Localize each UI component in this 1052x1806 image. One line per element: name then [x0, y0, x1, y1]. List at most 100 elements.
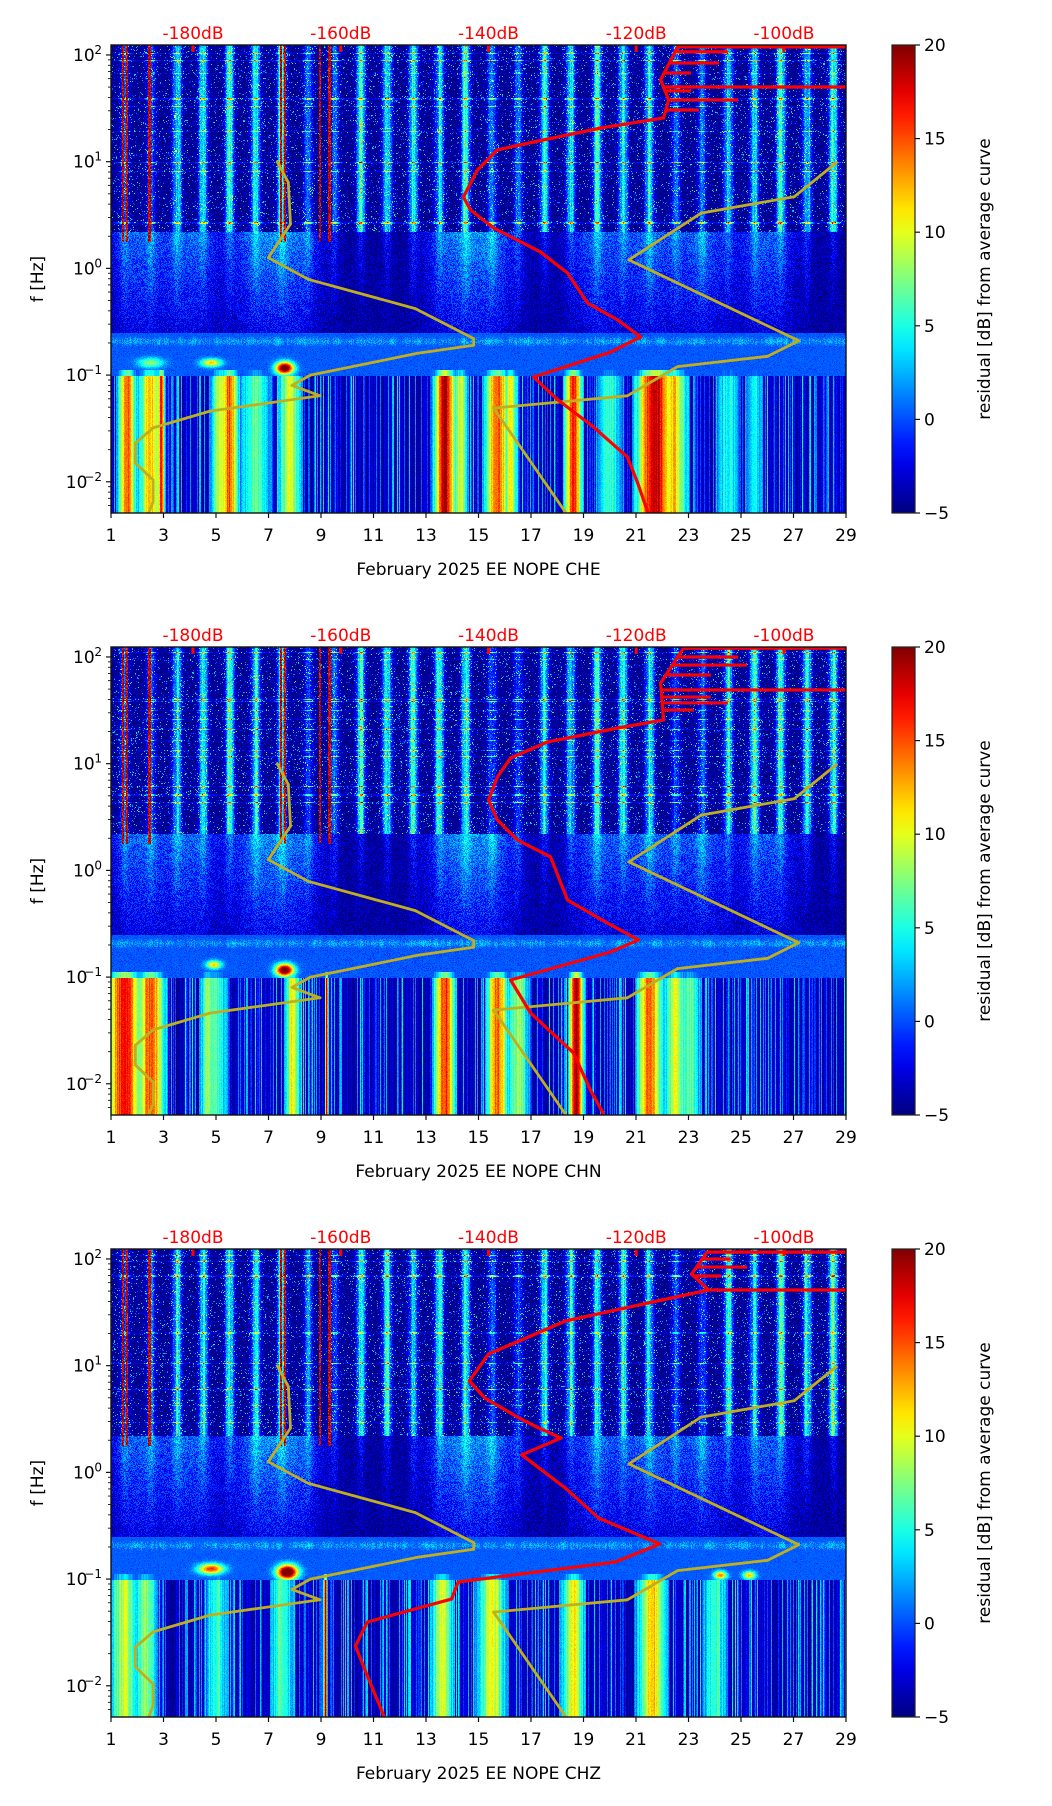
psd-segment [658, 78, 671, 102]
y-axis-label: f [Hz] [28, 1460, 48, 1506]
y-tick-label-base: 10 [73, 1357, 95, 1377]
nhnm-segment [792, 1365, 838, 1403]
colorbar-tick-label: 0 [924, 1012, 935, 1032]
x-tick-label: 9 [316, 526, 327, 546]
colorbar-gradient [891, 646, 916, 1116]
x-tick-label: 1 [106, 526, 117, 546]
colorbar-label: residual [dB] from average curve [975, 740, 995, 1021]
nlnm-segment [266, 858, 310, 883]
x-tick-label: 7 [263, 526, 274, 546]
psd-segment [608, 938, 641, 954]
colorbar-tick-label: 0 [924, 410, 935, 430]
colorbar-tick-label: 10 [924, 825, 946, 845]
nlnm-segment [151, 1613, 212, 1634]
psd-segment [365, 1674, 386, 1717]
psd-segment [608, 335, 643, 354]
psd-segment [571, 1051, 593, 1092]
psd-segment [636, 481, 650, 513]
x-tick-label: 13 [415, 526, 437, 546]
nhnm-segment [492, 1610, 568, 1717]
psd-segment [616, 318, 643, 339]
nhnm-segment [699, 195, 796, 215]
psd-segment [528, 1011, 576, 1055]
x-tick-label: 5 [211, 1128, 222, 1148]
nhnm-segment [627, 258, 801, 343]
top-db-tick-label: -120dB [606, 626, 667, 646]
x-tick-label: 5 [211, 1730, 222, 1750]
y-tick-label-exponent: −1 [84, 1567, 102, 1581]
psd-segment [365, 1597, 454, 1624]
colorbar-tick-label: −5 [924, 1708, 949, 1728]
nlnm-segment [147, 500, 155, 513]
y-tick-label-base: 10 [73, 153, 95, 173]
y-axis-label: f [Hz] [28, 256, 48, 302]
y-axis-label: f [Hz] [28, 858, 48, 904]
nlnm-segment [306, 1481, 417, 1514]
psd-segment [537, 1426, 563, 1440]
psd-segment [495, 818, 519, 842]
colorbar-label: residual [dB] from average curve [975, 1342, 995, 1623]
y-tick-label-exponent: 2 [94, 645, 102, 659]
psd-segment [520, 1436, 563, 1457]
top-db-tick-label: -180dB [162, 1228, 223, 1248]
psd-segment [515, 838, 553, 859]
colorbar-tick-label: 5 [924, 317, 935, 337]
nhnm-segment [766, 1543, 801, 1562]
x-tick-label: 25 [730, 526, 752, 546]
y-tick-label-exponent: −1 [84, 965, 102, 979]
x-tick-label: 3 [158, 526, 169, 546]
y-tick-label-exponent: −2 [84, 1072, 102, 1086]
colorbar-tick-label: −5 [924, 1106, 949, 1126]
psd-segment [545, 726, 620, 744]
nlnm-segment [416, 343, 476, 355]
psd-segment [467, 1379, 487, 1400]
x-tick-label: 23 [678, 1128, 700, 1148]
nhnm-segment [625, 1569, 679, 1602]
x-tick-label: 17 [520, 526, 542, 546]
top-db-tick-label: -160dB [310, 1228, 371, 1248]
y-tick-label-exponent: −1 [84, 363, 102, 377]
top-db-tick-label: -180dB [162, 626, 223, 646]
psd-segment [658, 647, 686, 685]
nhnm-segment [699, 1399, 796, 1419]
nlnm-segment [416, 1547, 476, 1559]
nlnm-segment [208, 1598, 322, 1617]
psd-segment [531, 350, 613, 379]
psd-segment [585, 301, 620, 322]
psd-segment [520, 1453, 567, 1490]
y-tick-label-exponent: 1 [94, 150, 102, 164]
x-tick-label: 27 [783, 526, 805, 546]
x-tick-label: 19 [573, 526, 595, 546]
y-tick-label-base: 10 [73, 46, 95, 66]
psd-segment [517, 1416, 541, 1430]
psd-segment [509, 978, 533, 1015]
psd-segment [650, 1288, 711, 1304]
nlnm-segment [290, 373, 312, 387]
x-tick-label: 29 [835, 526, 857, 546]
x-tick-label: 21 [625, 1730, 647, 1750]
nhnm-segment [766, 941, 801, 960]
psd-segment [509, 950, 613, 982]
nlnm-segment [290, 986, 322, 1000]
x-axis-label: February 2025 EE NOPE CHE [356, 560, 600, 580]
x-axis-label: February 2025 EE NOPE CHZ [356, 1764, 601, 1784]
nlnm-segment [286, 180, 292, 226]
y-tick-label-exponent: 0 [94, 858, 102, 872]
y-tick-label-exponent: −2 [84, 1674, 102, 1688]
x-tick-label: 15 [468, 1128, 490, 1148]
psd-segment [591, 425, 629, 459]
psd-segment [531, 126, 603, 144]
nhnm-segment [676, 956, 770, 970]
x-tick-label: 9 [316, 1730, 327, 1750]
nhnm-segment [627, 1462, 801, 1547]
x-tick-label: 21 [625, 526, 647, 546]
top-db-tick-label: -180dB [162, 24, 223, 44]
nhnm-segment [699, 797, 796, 817]
colorbar-tick-label: 20 [924, 36, 946, 56]
x-tick-label: 17 [520, 1730, 542, 1750]
psd-segment [689, 1250, 709, 1276]
psd-segment [588, 1088, 605, 1115]
nlnm-segment [416, 945, 476, 957]
